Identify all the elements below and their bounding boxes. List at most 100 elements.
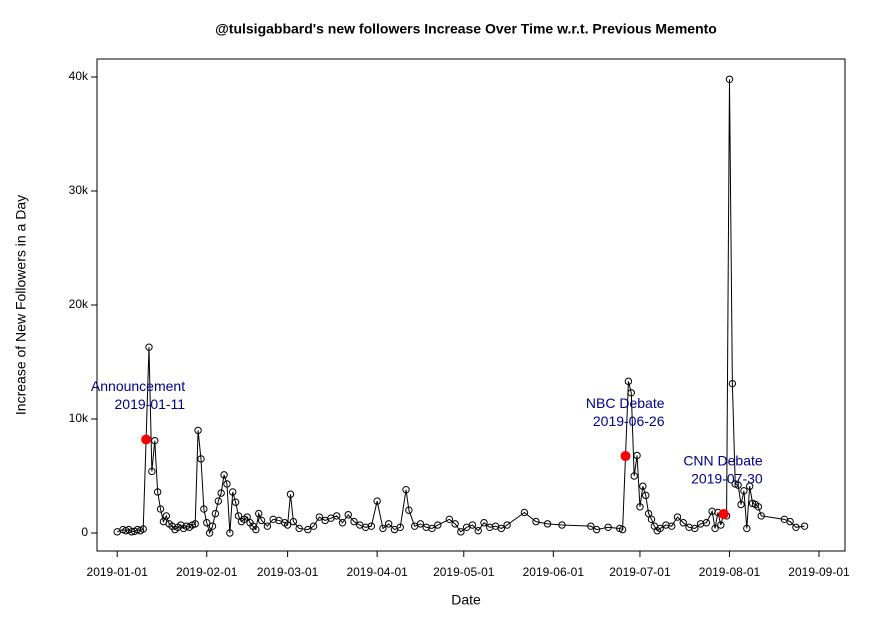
data-point <box>231 498 240 506</box>
data-point <box>191 520 199 528</box>
data-point <box>480 519 488 527</box>
data-point <box>214 497 222 505</box>
data-point <box>220 471 228 479</box>
data-point <box>497 524 506 533</box>
data-point <box>630 472 638 480</box>
data-point <box>792 523 800 531</box>
data-point <box>208 522 217 530</box>
data-point <box>745 482 754 490</box>
data-point <box>373 497 381 505</box>
data-point <box>451 520 459 528</box>
y-tick-label: 10k <box>69 411 89 425</box>
data-point <box>145 343 153 351</box>
data-point <box>445 515 454 524</box>
data-point <box>226 529 234 537</box>
x-tick-label: 2019-03-01 <box>257 565 319 579</box>
data-point <box>668 522 676 530</box>
data-point <box>263 522 272 530</box>
data-point <box>289 517 298 526</box>
y-tick-label: 30k <box>69 183 89 197</box>
data-point <box>604 523 612 531</box>
data-point <box>711 524 719 533</box>
data-point <box>543 520 552 528</box>
y-tick-label: 20k <box>69 297 89 311</box>
data-point <box>315 513 324 521</box>
data-point <box>286 490 295 498</box>
data-point <box>350 517 358 526</box>
data-point <box>592 525 601 534</box>
data-point <box>194 426 202 435</box>
data-point <box>558 521 566 529</box>
data-point <box>338 519 347 527</box>
data-point <box>636 503 644 511</box>
data-point <box>402 485 410 494</box>
data-point <box>757 512 765 520</box>
event-label: Announcement <box>91 378 185 394</box>
data-point <box>786 517 794 526</box>
event-date: 2019-07-30 <box>691 471 763 487</box>
data-point <box>474 527 482 535</box>
data-point <box>691 524 699 533</box>
data-point <box>754 503 763 511</box>
data-point <box>379 524 387 533</box>
data-point <box>217 489 225 497</box>
data-point <box>740 487 748 495</box>
data-point <box>139 525 147 533</box>
data-point <box>200 505 208 513</box>
data-point <box>304 525 312 534</box>
data-point <box>457 528 465 536</box>
y-tick-label: 0 <box>81 525 88 539</box>
data-point <box>734 481 742 489</box>
x-tick-label: 2019-08-01 <box>699 565 761 579</box>
data-point <box>396 523 404 531</box>
data-point <box>717 521 725 529</box>
x-tick-label: 2019-09-01 <box>788 565 850 579</box>
data-point <box>587 522 595 530</box>
x-tick-label: 2019-06-01 <box>523 565 585 579</box>
data-point <box>153 488 162 496</box>
data-point <box>468 521 477 529</box>
data-point <box>405 506 413 514</box>
data-point <box>428 524 436 533</box>
data-point <box>642 491 650 500</box>
y-axis-label: Increase of New Followers in a Day <box>13 195 29 415</box>
data-point <box>416 520 425 528</box>
data-point <box>673 513 682 521</box>
data-point <box>800 522 809 530</box>
event-label: NBC Debate <box>586 395 665 411</box>
data-point <box>743 524 751 533</box>
data-point <box>252 525 260 534</box>
event-marker <box>718 508 729 519</box>
data-point <box>255 509 263 518</box>
event-label: CNN Debate <box>683 453 763 469</box>
data-point <box>639 482 647 490</box>
event-marker <box>620 451 631 462</box>
y-tick-label: 40k <box>69 69 89 83</box>
data-point <box>520 508 529 517</box>
data-point <box>295 524 303 533</box>
event-date: 2019-06-26 <box>593 413 665 429</box>
data-point <box>205 529 214 537</box>
data-point <box>156 505 165 513</box>
data-point <box>503 521 511 529</box>
data-point <box>644 509 653 518</box>
data-point <box>702 519 711 527</box>
data-point <box>151 436 159 445</box>
data-point <box>257 516 266 525</box>
data-point <box>211 509 220 518</box>
data-point <box>532 517 540 526</box>
data-point <box>309 522 318 530</box>
x-tick-label: 2019-07-01 <box>609 565 671 579</box>
data-point <box>344 511 352 519</box>
data-point <box>223 480 231 488</box>
data-point <box>229 488 237 496</box>
x-tick-label: 2019-04-01 <box>346 565 408 579</box>
data-point <box>148 467 156 476</box>
data-point <box>243 513 251 521</box>
data-point <box>434 521 442 529</box>
event-marker <box>141 434 152 445</box>
data-point <box>333 512 341 520</box>
data-point <box>197 455 205 463</box>
x-axis-label: Date <box>451 592 481 608</box>
